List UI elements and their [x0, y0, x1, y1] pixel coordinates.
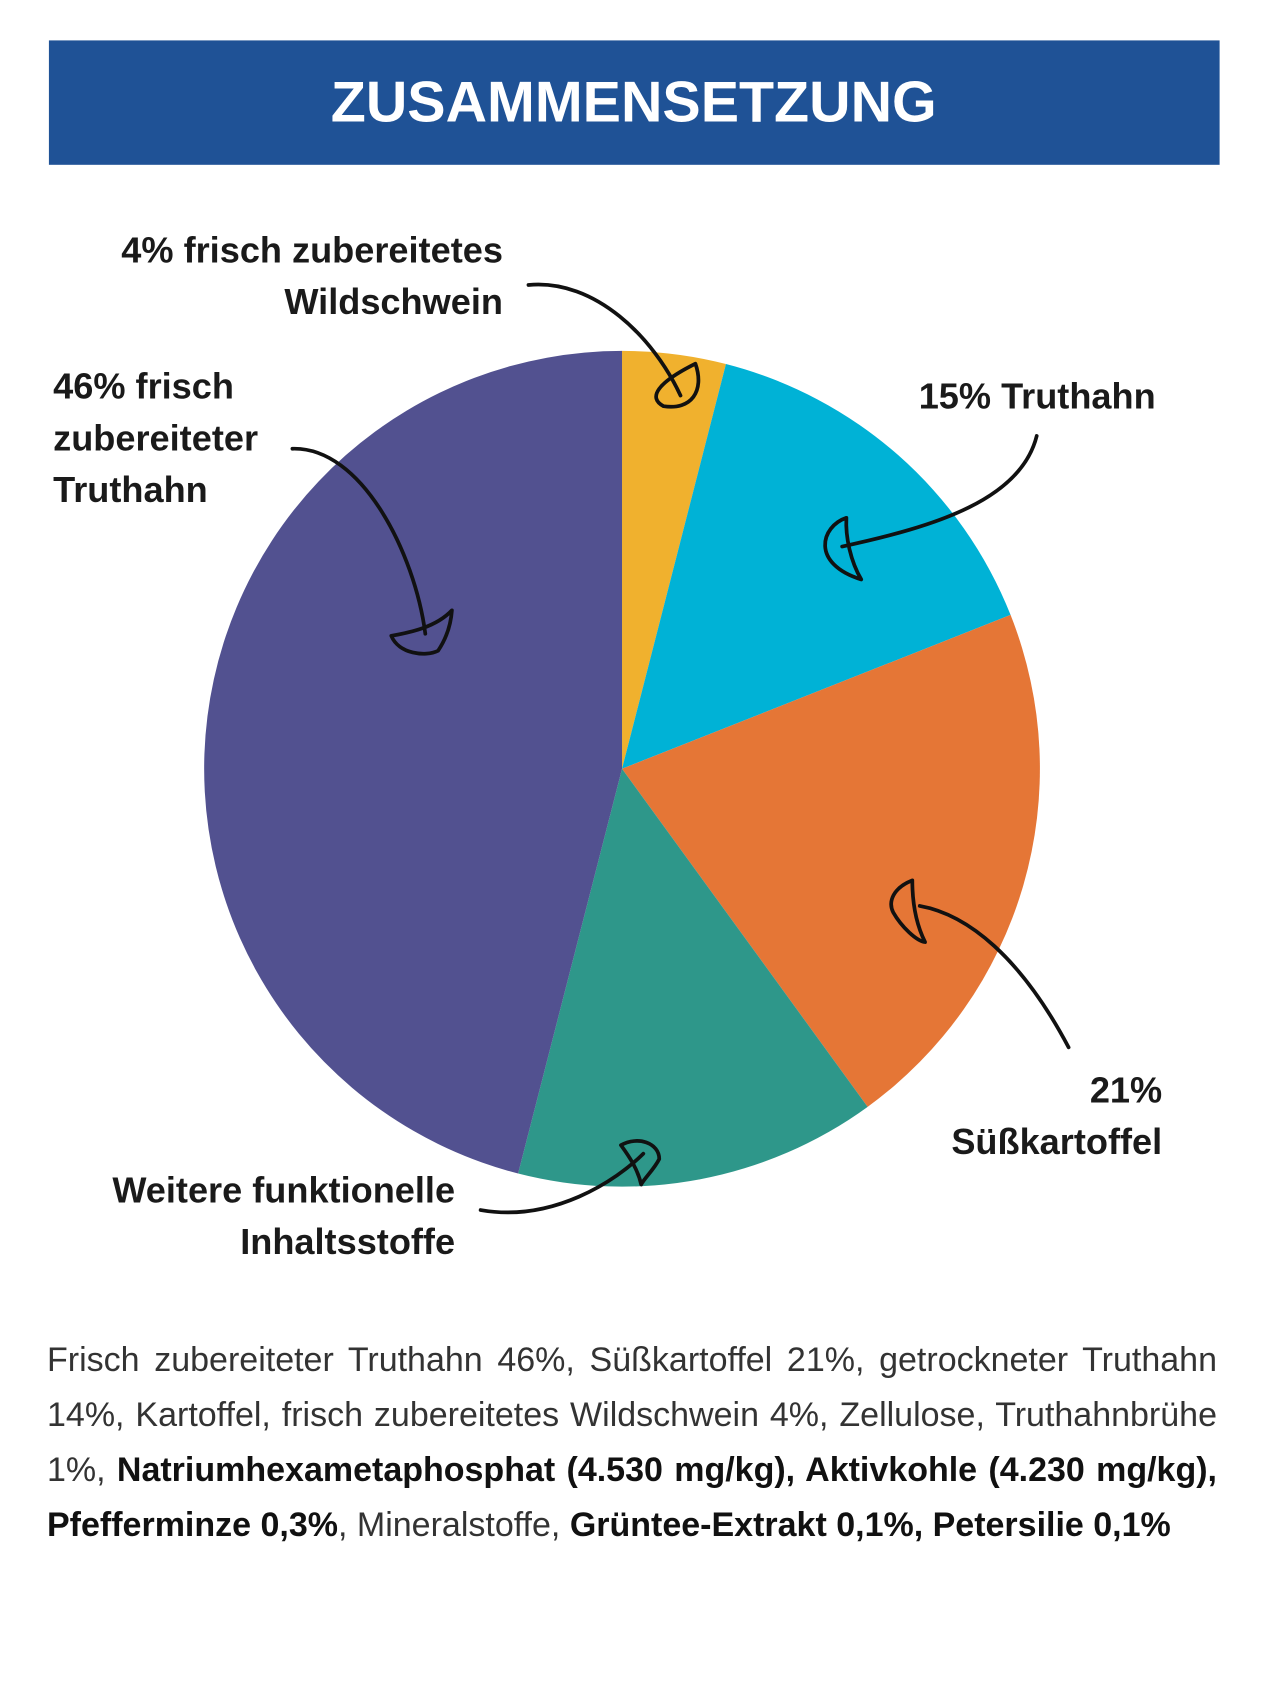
pie-slice [518, 768, 868, 1187]
slice-label: Inhaltsstoffe [240, 1221, 455, 1262]
slice-label: Weitere funktionelle [112, 1170, 455, 1211]
arrow-head [889, 878, 927, 944]
pie-slice [622, 350, 726, 769]
ingredients-text: Frisch zubereiteter Truthahn 46%, Süßkar… [47, 1333, 1217, 1553]
slice-label: Süßkartoffel [951, 1121, 1162, 1162]
arrow [526, 282, 683, 398]
arrow-head [619, 1139, 662, 1187]
header-title: ZUSAMMENSETZUNG [331, 71, 937, 135]
slice-label: 4% frisch zubereitetes [121, 230, 503, 271]
slice-label: zubereiteter [53, 417, 258, 458]
arrow-head [654, 361, 701, 409]
labels: 4% frisch zubereitetes Wildschwein 15% Tru… [53, 230, 1162, 1263]
slice-label: Wildschwein [284, 281, 503, 322]
chart-root: ZUSAMMENSETZUNG 4% frisch zubereitetes Wi… [48, 40, 1220, 1263]
pie-slice [622, 364, 1011, 769]
arrow-head [823, 515, 864, 582]
slice-label: 21% [1090, 1070, 1162, 1111]
slice-label: 15% Truthahn [919, 375, 1156, 416]
arrow-head [389, 608, 454, 656]
pie-slice [204, 350, 623, 1174]
pie-slice [622, 614, 1040, 1107]
slice-label: Truthahn [53, 469, 208, 510]
header-bar [48, 40, 1220, 165]
arrows [290, 282, 1071, 1215]
text-segment: Grüntee-Extrakt 0,1%, Petersilie 0,1% [569, 1506, 1171, 1544]
text-segment: Natriumhexametaphosphat (4.530 mg/kg), A… [47, 1451, 1217, 1544]
slice-label: 46% frisch [53, 366, 234, 407]
arrow [840, 434, 1039, 549]
text-segment: , Mineralstoffe, [338, 1506, 570, 1544]
arrow [917, 904, 1071, 1050]
pie [204, 350, 1040, 1187]
text-segment: Frisch zubereiteter Truthahn 46%, Süßkar… [47, 1341, 1217, 1489]
arrow [290, 446, 428, 636]
